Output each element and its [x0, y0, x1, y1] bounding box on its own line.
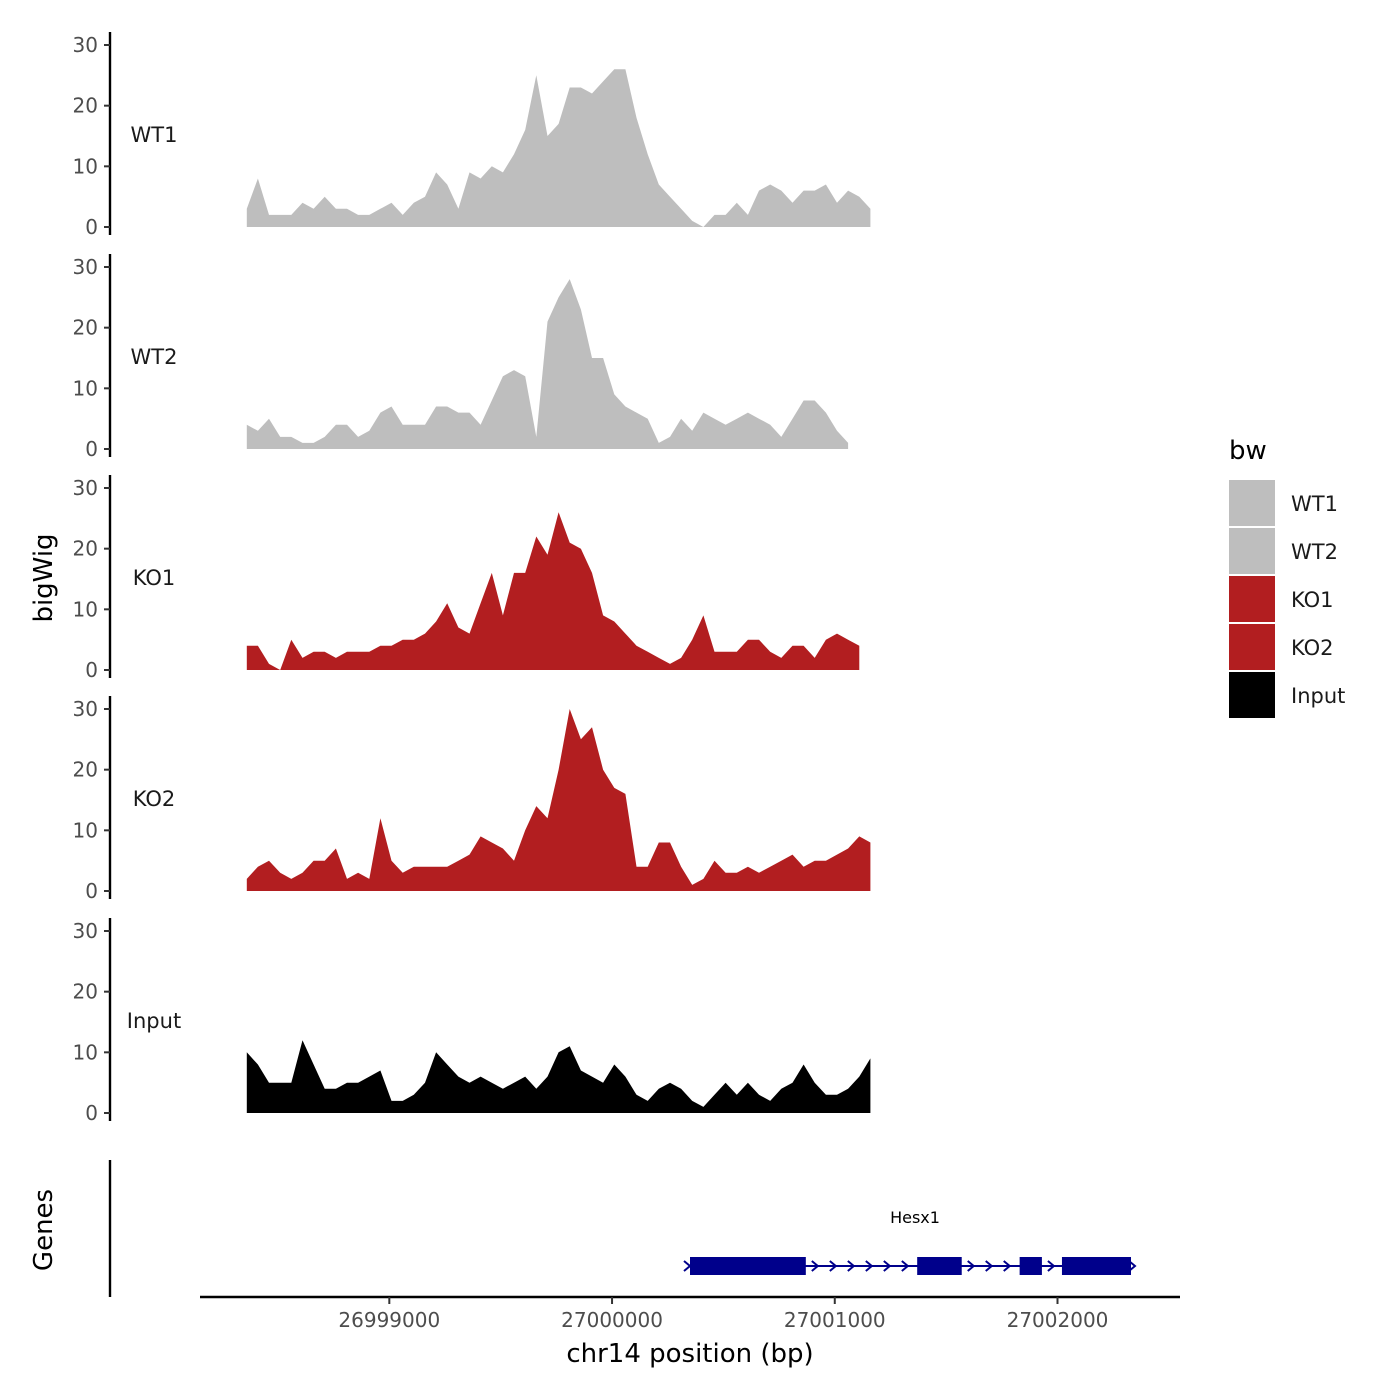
legend-label-ko2: KO2	[1291, 636, 1334, 660]
strand-arrow-icon	[985, 1260, 994, 1272]
y-tick-label-ko2-20: 20	[73, 758, 98, 782]
x-tick-label-26999000: 26999000	[338, 1308, 440, 1332]
y-tick-label-ko2-30: 30	[73, 697, 98, 721]
strand-arrow-icon	[847, 1260, 856, 1272]
legend-label-ko1: KO1	[1291, 588, 1334, 612]
y-tick-label-ko1-0: 0	[85, 658, 98, 682]
track-panels: 0 10 20 30 WT1 0 10 20 30 WT2 0 10 20 30 KO1 0 10 20 30 KO2…	[73, 32, 871, 1125]
gene-hesx1: Hesx1	[683, 1208, 1137, 1275]
legend-swatch-wt1	[1229, 480, 1275, 526]
y-tick-label-wt1-10: 10	[73, 154, 98, 178]
legend-swatch-input	[1229, 672, 1275, 718]
strand-arrow-icon	[901, 1260, 910, 1272]
strand-arrow-icon	[1003, 1260, 1012, 1272]
legend-swatch-wt2	[1229, 528, 1275, 574]
legend: bw WT1 WT2 KO1 KO2 Input	[1229, 436, 1345, 718]
y-tick-label-wt2-30: 30	[73, 255, 98, 279]
strand-arrow-icon	[883, 1260, 892, 1272]
track-ko2: 0 10 20 30 KO2	[73, 696, 871, 903]
y-tick-label-ko2-0: 0	[85, 879, 98, 903]
strand-arrow-icon	[865, 1260, 874, 1272]
legend-title: bw	[1229, 436, 1267, 466]
strand-arrow-icon	[683, 1260, 692, 1272]
track-wt2: 0 10 20 30 WT2	[73, 254, 849, 461]
y-tick-label-wt1-20: 20	[73, 94, 98, 118]
gene-exon-2	[917, 1257, 962, 1275]
legend-label-wt1: WT1	[1291, 492, 1338, 516]
track-wt1: 0 10 20 30 WT1	[73, 32, 871, 239]
y-tick-label-ko2-10: 10	[73, 818, 98, 842]
track-input: 0 10 20 30 Input	[73, 918, 871, 1125]
y-axis-title: bigWig	[29, 533, 59, 622]
x-tick-label-27002000: 27002000	[1007, 1308, 1109, 1332]
gene-exon-1	[690, 1257, 806, 1275]
genes-axis-title: Genes	[29, 1189, 59, 1271]
track-label-ko2: KO2	[133, 787, 176, 811]
strand-arrow-icon	[829, 1260, 838, 1272]
gene-exon-4	[1061, 1257, 1131, 1275]
area-series-ko1	[246, 512, 860, 670]
track-label-ko1: KO1	[133, 566, 176, 590]
track-label-input: Input	[127, 1009, 181, 1033]
y-tick-label-wt1-30: 30	[73, 33, 98, 57]
legend-label-wt2: WT2	[1291, 540, 1338, 564]
gene-panel: Hesx1	[108, 1160, 1137, 1297]
y-tick-label-wt1-0: 0	[85, 215, 98, 239]
y-tick-label-input-30: 30	[73, 919, 98, 943]
x-tick-label-27000000: 27000000	[561, 1308, 663, 1332]
area-series-ko2	[246, 709, 871, 891]
y-tick-label-input-0: 0	[85, 1101, 98, 1125]
y-tick-label-ko1-20: 20	[73, 537, 98, 561]
y-tick-label-input-10: 10	[73, 1040, 98, 1064]
legend-label-input: Input	[1291, 684, 1345, 708]
legend-swatch-ko2	[1229, 624, 1275, 670]
area-series-wt1	[246, 69, 871, 227]
y-tick-label-ko1-30: 30	[73, 476, 98, 500]
track-ko1: 0 10 20 30 KO1	[73, 475, 860, 682]
y-tick-label-wt2-10: 10	[73, 376, 98, 400]
x-axis: 26999000 27000000 27001000 27002000	[200, 1295, 1180, 1332]
y-tick-label-ko1-10: 10	[73, 597, 98, 621]
area-series-wt2	[246, 279, 849, 449]
legend-swatch-ko1	[1229, 576, 1275, 622]
gene-label: Hesx1	[890, 1208, 940, 1227]
strand-arrow-icon	[1047, 1260, 1056, 1272]
x-axis-title: chr14 position (bp)	[566, 1339, 813, 1369]
y-tick-label-wt2-20: 20	[73, 316, 98, 340]
x-tick-label-27001000: 27001000	[784, 1308, 886, 1332]
y-tick-label-input-20: 20	[73, 980, 98, 1004]
strand-arrow-icon	[811, 1260, 820, 1272]
gene-exon-3	[1019, 1257, 1042, 1275]
strand-arrow-icon	[967, 1260, 976, 1272]
area-series-input	[246, 1040, 871, 1113]
y-tick-label-wt2-0: 0	[85, 437, 98, 461]
track-label-wt2: WT2	[131, 345, 178, 369]
track-label-wt1: WT1	[131, 123, 178, 147]
